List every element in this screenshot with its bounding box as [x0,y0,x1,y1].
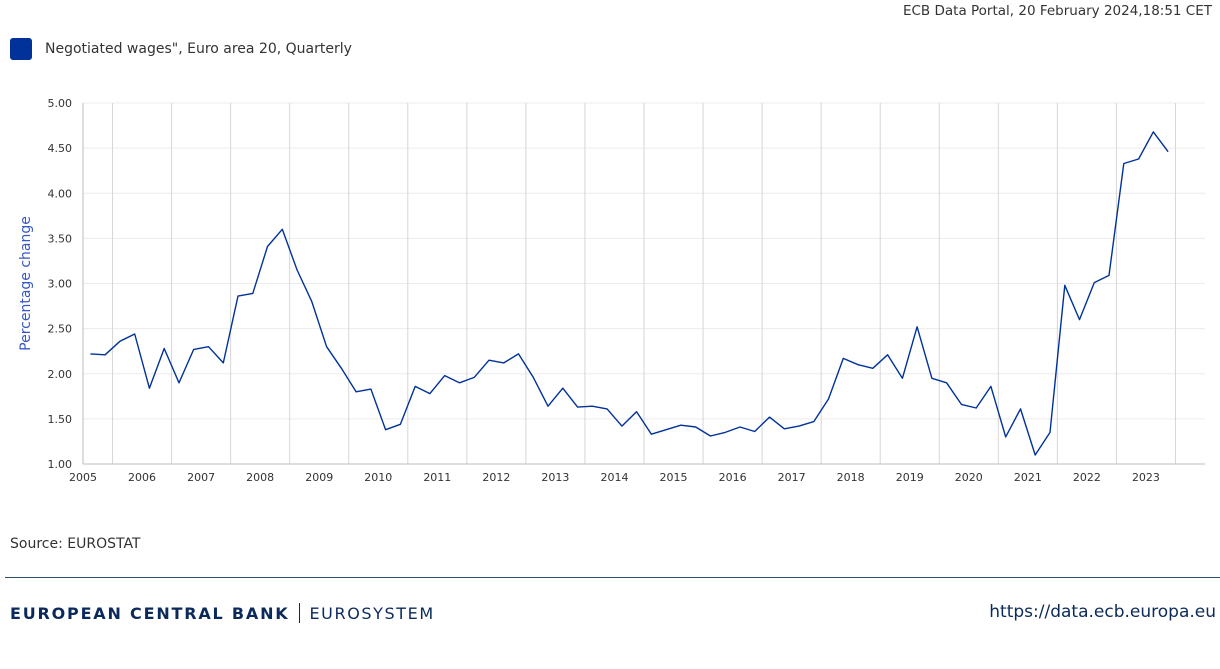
x-tick-label: 2017 [778,471,806,484]
y-tick-label: 4.00 [48,187,73,200]
timestamp: ECB Data Portal, 20 February 2024,18:51 … [902,3,1212,19]
x-tick-label: 2010 [364,471,392,484]
x-tick-label: 2008 [246,471,274,484]
x-tick-label: 2014 [600,471,628,484]
series-layer: 2.222.212.362.441.842.281.902.272.302.12… [90,131,1169,456]
x-tick-label: 2022 [1073,471,1101,484]
source-note: Source: EUROSTAT [10,536,141,552]
x-tick-label: 2023 [1132,471,1160,484]
y-tick-label: 2.00 [48,368,73,381]
x-tick-label: 2020 [955,471,983,484]
x-tick-label: 2005 [69,471,97,484]
series-line [90,131,1169,456]
portal-url-link[interactable]: https://data.ecb.europa.eu [989,602,1216,622]
x-tick-label: 2019 [896,471,924,484]
brand-separator [299,603,301,623]
legend[interactable]: Negotiated wages", Euro area 20, Quarter… [10,38,352,60]
footer-divider [5,577,1220,578]
y-tick-label: 2.50 [48,323,73,336]
y-tick-label: 5.00 [48,97,73,110]
x-tick-label: 2007 [187,471,215,484]
y-tick-label: 1.00 [48,458,73,471]
x-tick-label: 2011 [423,471,451,484]
line-chart: 1.00 1.50 2.00 2.50 3.00 3.50 4.00 4.50 5.00 2005… [18,97,1205,484]
y-axis-title: Percentage change [18,216,34,351]
y-tick-label: 3.50 [48,232,73,245]
legend-swatch[interactable] [10,38,32,60]
y-tick-label: 3.00 [48,278,73,291]
y-tick-label: 1.50 [48,413,73,426]
axis-layer: 1.00 1.50 2.00 2.50 3.00 3.50 4.00 4.50 5.00 2005… [18,97,1205,484]
x-tick-label: 2021 [1014,471,1042,484]
y-tick-label: 4.50 [48,142,73,155]
x-tick-label: 2018 [837,471,865,484]
x-tick-label: 2012 [482,471,510,484]
brand-name: EUROPEAN CENTRAL BANK [10,603,290,623]
brand-subtitle: EUROSYSTEM [309,603,435,623]
x-tick-label: 2015 [660,471,688,484]
x-tick-label: 2006 [128,471,156,484]
legend-label: Negotiated wages", Euro area 20, Quarter… [45,41,352,57]
grid-layer [83,102,1205,464]
x-tick-label: 2016 [719,471,747,484]
x-tick-label: 2013 [541,471,569,484]
x-tick-label: 2009 [305,471,333,484]
ecb-logo[interactable]: EUROPEAN CENTRAL BANK EUROSYSTEM [10,603,435,623]
